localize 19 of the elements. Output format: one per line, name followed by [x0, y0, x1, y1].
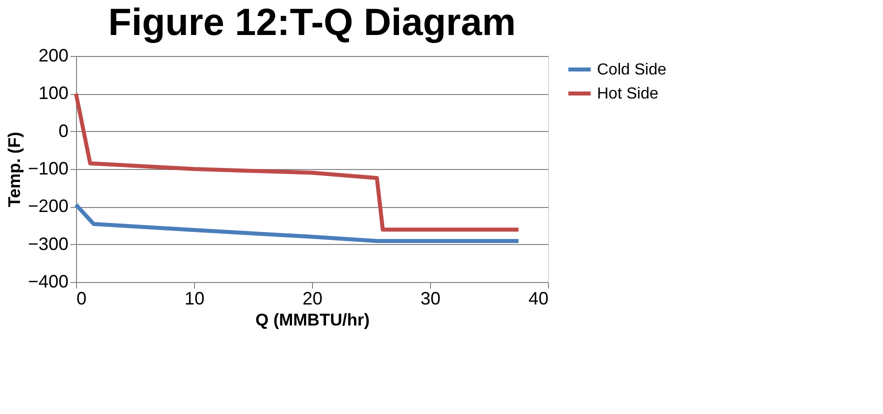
x-tick-label: 0: [76, 288, 87, 308]
y-tick-label: −400: [28, 272, 68, 292]
legend-label: Hot Side: [597, 86, 658, 102]
line-series: [74, 202, 520, 243]
legend-label: Cold Side: [597, 62, 666, 78]
x-axis-title: Q (MMBTU/hr): [255, 310, 370, 330]
y-tick-label: 100: [38, 83, 68, 104]
y-tick-label: −100: [28, 158, 68, 178]
y-tick-label: −200: [28, 196, 68, 216]
chart-title: Figure 12:T-Q Diagram: [108, 2, 516, 44]
x-tick-label: 30: [420, 288, 441, 308]
y-axis-title: Temp. (F): [4, 132, 24, 208]
y-tick-label: 0: [58, 120, 68, 141]
y-tick-label: −300: [28, 234, 68, 254]
line-series: [74, 92, 520, 232]
x-tick-label: 40: [528, 288, 548, 308]
y-tick-label: 200: [38, 46, 68, 66]
x-tick-label: 20: [302, 288, 323, 308]
x-tick-label: 10: [184, 288, 205, 308]
